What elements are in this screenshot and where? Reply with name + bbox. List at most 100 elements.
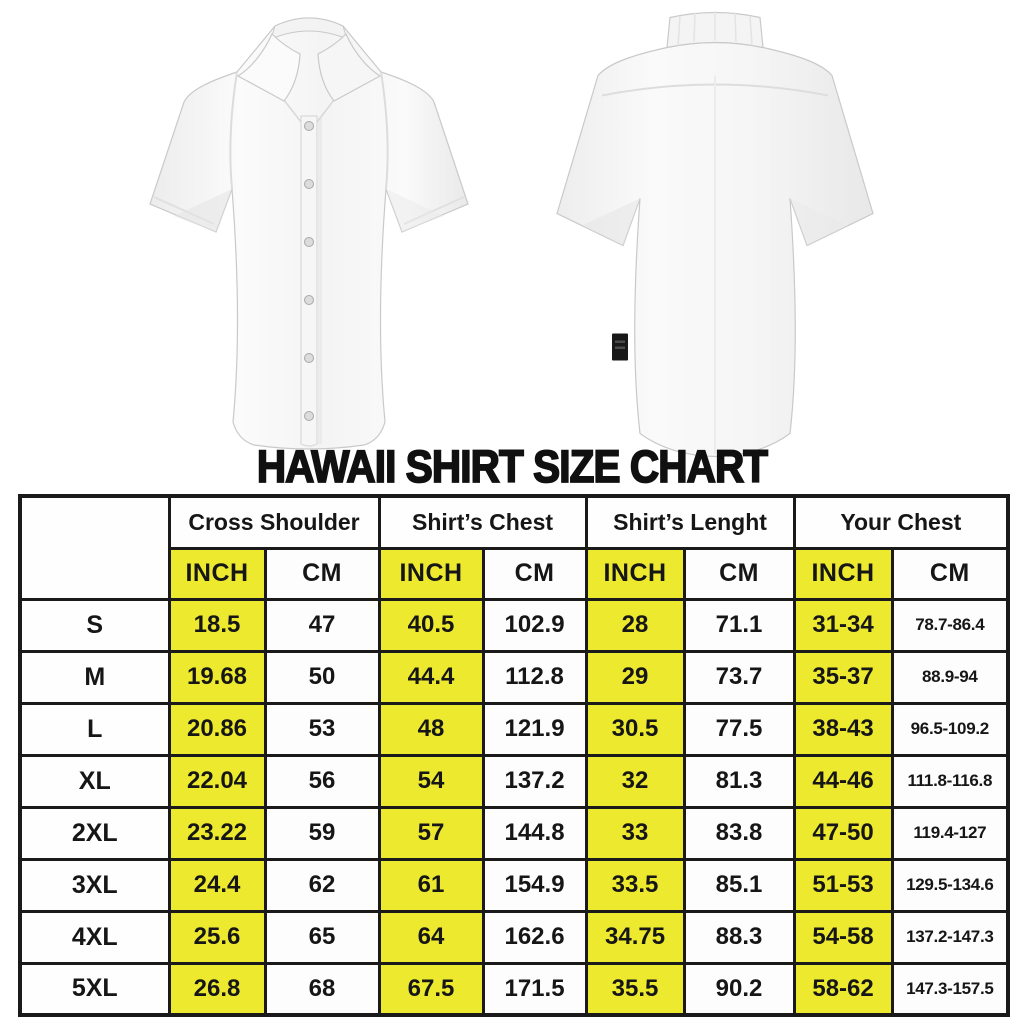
size-label: M (18, 649, 171, 705)
unit-header-cm: CM (682, 546, 796, 601)
cell-inch: 24.4 (167, 857, 267, 913)
table-row-l: L 20.86 53 48 121.9 30.5 77.5 38-43 96.5… (18, 701, 1010, 757)
cell-cm: 171.5 (481, 961, 588, 1017)
unit-header-inch: INCH (584, 546, 686, 601)
cell-cm: 129.5-134.6 (890, 857, 1010, 913)
cell-cm: 112.8 (481, 649, 588, 705)
button-placket (283, 99, 335, 447)
unit-header-inch: INCH (167, 546, 267, 601)
group-shirts-chest: Shirt’s Chest (377, 494, 588, 550)
cell-cm: 111.8-116.8 (890, 753, 1010, 809)
back-collar (666, 11, 764, 49)
cell-inch: 54 (377, 753, 485, 809)
cell-inch: 44-46 (792, 753, 894, 809)
left-armpit-shadow (174, 189, 232, 232)
cell-cm: 85.1 (682, 857, 796, 913)
group-shirts-length: Shirt’s Lenght (584, 494, 796, 550)
cell-cm: 71.1 (682, 597, 796, 653)
cell-inch: 47-50 (792, 805, 894, 861)
size-label: S (18, 597, 171, 653)
group-header-row: Cross Shoulder Shirt’s Chest Shirt’s Len… (18, 494, 1010, 601)
unit-header-cm: CM (890, 546, 1010, 601)
unit-header-cm: CM (263, 546, 381, 601)
cell-inch: 20.86 (167, 701, 267, 757)
table-row-m: M 19.68 50 44.4 112.8 29 73.7 35-37 88.9… (18, 649, 1010, 705)
cell-cm: 83.8 (682, 805, 796, 861)
cell-cm: 119.4-127 (890, 805, 1010, 861)
size-label: 2XL (18, 805, 171, 861)
cell-inch: 34.75 (584, 909, 686, 965)
size-label: XL (18, 753, 171, 809)
unit-header-row: INCH CM INCH CM INCH CM INCH CM (20, 546, 1010, 601)
cell-inch: 33.5 (584, 857, 686, 913)
cell-inch: 30.5 (584, 701, 686, 757)
table-row-2xl: 2XL 23.22 59 57 144.8 33 83.8 47-50 119.… (18, 805, 1010, 861)
cell-inch: 51-53 (792, 857, 894, 913)
cell-cm: 102.9 (481, 597, 588, 653)
table-row-s: S 18.5 47 40.5 102.9 28 71.1 31-34 78.7-… (18, 597, 1010, 653)
left-armhole-seam (229, 71, 238, 190)
cell-cm: 50 (263, 649, 381, 705)
cell-cm: 88.3 (682, 909, 796, 965)
group-your-chest: Your Chest (792, 494, 1010, 550)
cell-cm: 81.3 (682, 753, 796, 809)
cell-inch: 44.4 (377, 649, 485, 705)
cell-cm: 56 (263, 753, 381, 809)
buttons (304, 121, 314, 421)
back-shirt-body (556, 41, 874, 458)
cell-inch: 48 (377, 701, 485, 757)
table-row-5xl: 5XL 26.8 68 67.5 171.5 35.5 90.2 58-62 1… (18, 961, 1010, 1017)
cell-inch: 23.22 (167, 805, 267, 861)
cell-cm: 162.6 (481, 909, 588, 965)
cell-inch: 40.5 (377, 597, 485, 653)
size-label: L (18, 701, 171, 757)
cell-inch: 18.5 (167, 597, 267, 653)
size-label: 4XL (18, 909, 171, 965)
cell-cm: 137.2-147.3 (890, 909, 1010, 965)
cell-cm: 78.7-86.4 (890, 597, 1010, 653)
cell-cm: 147.3-157.5 (890, 961, 1010, 1017)
cell-cm: 96.5-109.2 (890, 701, 1010, 757)
right-armpit-shadow-back (790, 198, 848, 246)
corner-cell (18, 494, 171, 601)
cell-inch: 61 (377, 857, 485, 913)
cell-inch: 35-37 (792, 649, 894, 705)
unit-header-inch: INCH (792, 546, 894, 601)
size-label: 3XL (18, 857, 171, 913)
group-cross-shoulder: Cross Shoulder (167, 494, 381, 550)
cell-inch: 33 (584, 805, 686, 861)
size-label: 5XL (18, 961, 171, 1017)
cell-inch: 67.5 (377, 961, 485, 1017)
front-collar (236, 17, 382, 102)
cell-cm: 137.2 (481, 753, 588, 809)
cell-inch: 35.5 (584, 961, 686, 1017)
cell-inch: 54-58 (792, 909, 894, 965)
cell-inch: 25.6 (167, 909, 267, 965)
cell-cm: 73.7 (682, 649, 796, 705)
size-chart-table: Cross Shoulder Shirt’s Chest Shirt’s Len… (18, 494, 1011, 1017)
table-row-3xl: 3XL 24.4 62 61 154.9 33.5 85.1 51-53 129… (18, 857, 1010, 913)
right-armpit-shadow (386, 189, 444, 232)
cell-cm: 154.9 (481, 857, 588, 913)
cell-inch: 31-34 (792, 597, 894, 653)
cell-cm: 68 (263, 961, 381, 1017)
unit-header-cm: CM (481, 546, 588, 601)
cell-cm: 77.5 (682, 701, 796, 757)
cell-cm: 65 (263, 909, 381, 965)
left-armpit-shadow-back (582, 198, 640, 246)
cell-inch: 29 (584, 649, 686, 705)
cell-inch: 32 (584, 753, 686, 809)
cell-inch: 28 (584, 597, 686, 653)
table-row-xl: XL 22.04 56 54 137.2 32 81.3 44-46 111.8… (18, 753, 1010, 809)
front-shirt-image (149, 17, 469, 450)
hem-tag (612, 333, 628, 361)
right-cuff-fold (403, 196, 465, 225)
cell-inch: 19.68 (167, 649, 267, 705)
cell-cm: 59 (263, 805, 381, 861)
cell-inch: 22.04 (167, 753, 267, 809)
table-row-4xl: 4XL 25.6 65 64 162.6 34.75 88.3 54-58 13… (18, 909, 1010, 965)
cell-cm: 88.9-94 (890, 649, 1010, 705)
cell-cm: 144.8 (481, 805, 588, 861)
cell-inch: 38-43 (792, 701, 894, 757)
